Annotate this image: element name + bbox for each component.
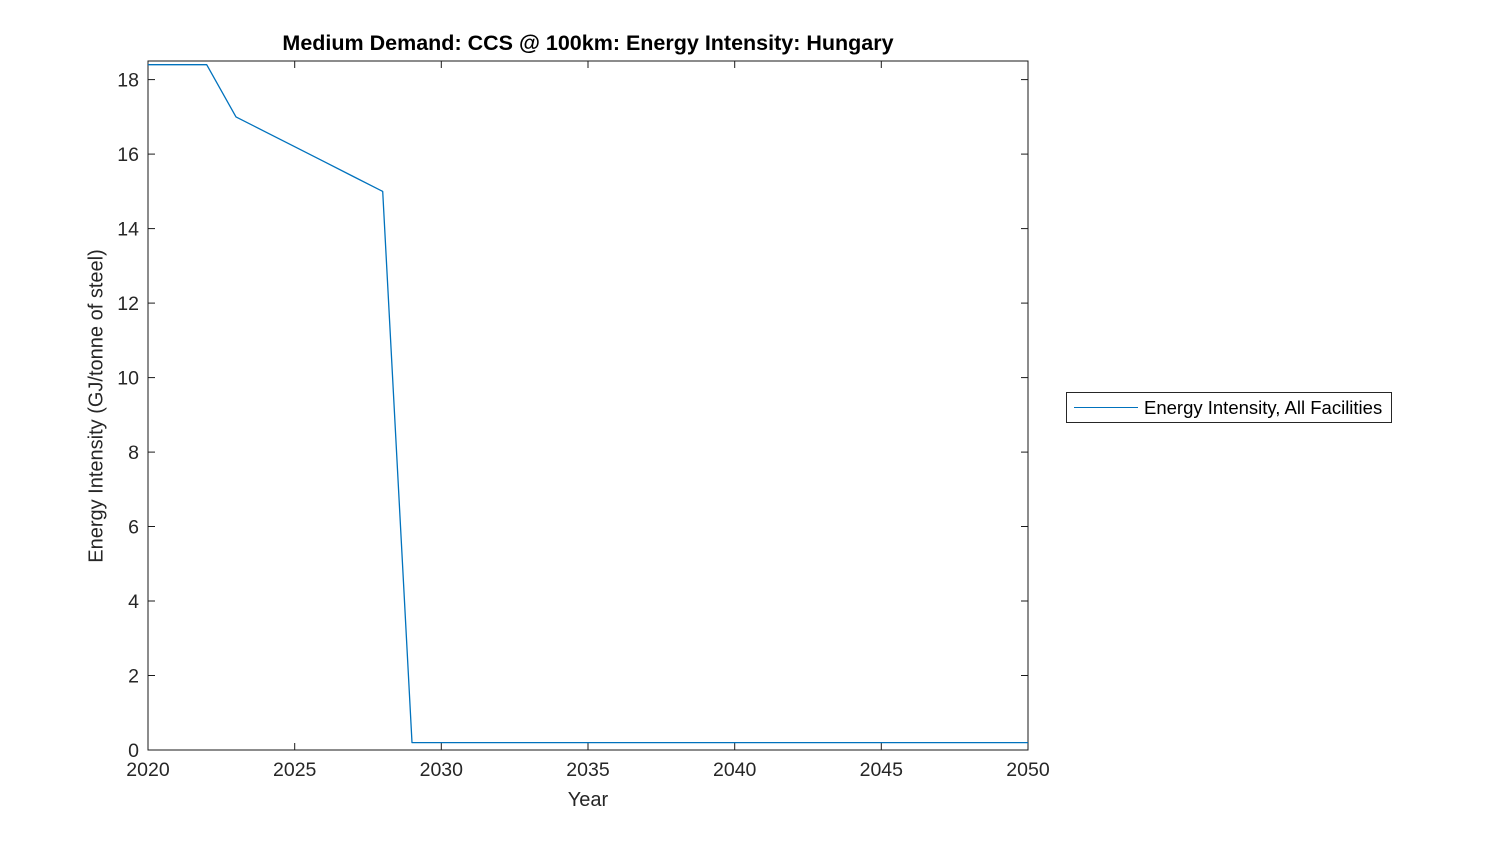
y-tick-label: 16 — [117, 144, 139, 166]
y-tick-label: 12 — [117, 293, 139, 315]
y-tick-label: 14 — [117, 219, 139, 241]
x-axis-label: Year — [567, 789, 609, 811]
plot-box — [147, 60, 1029, 751]
series-line — [148, 64, 1028, 744]
legend-line-sample-icon — [1074, 407, 1138, 408]
x-tick-label: 2040 — [713, 759, 757, 781]
x-tick-label: 2050 — [1006, 759, 1050, 781]
y-tick-label: 8 — [128, 442, 139, 464]
y-tick-label: 0 — [128, 740, 139, 762]
y-tick-label: 2 — [128, 666, 139, 688]
y-tick-label: 10 — [117, 368, 139, 390]
legend-label: Energy Intensity, All Facilities — [1144, 396, 1383, 418]
y-axis-label: Energy Intensity (GJ/tonne of steel) — [85, 249, 108, 563]
x-tick-label: 2045 — [860, 759, 904, 781]
y-tick-label: 6 — [128, 517, 139, 539]
y-tick-label: 4 — [128, 591, 139, 613]
chart-title: Medium Demand: CCS @ 100km: Energy Inten… — [282, 31, 894, 55]
x-tick-label: 2030 — [420, 759, 464, 781]
x-tick-label: 2025 — [273, 759, 317, 781]
y-tick-label: 18 — [117, 70, 139, 92]
x-tick-label: 2035 — [566, 759, 610, 781]
x-tick-label: 2020 — [126, 759, 170, 781]
legend: Energy Intensity, All Facilities — [1066, 392, 1392, 423]
